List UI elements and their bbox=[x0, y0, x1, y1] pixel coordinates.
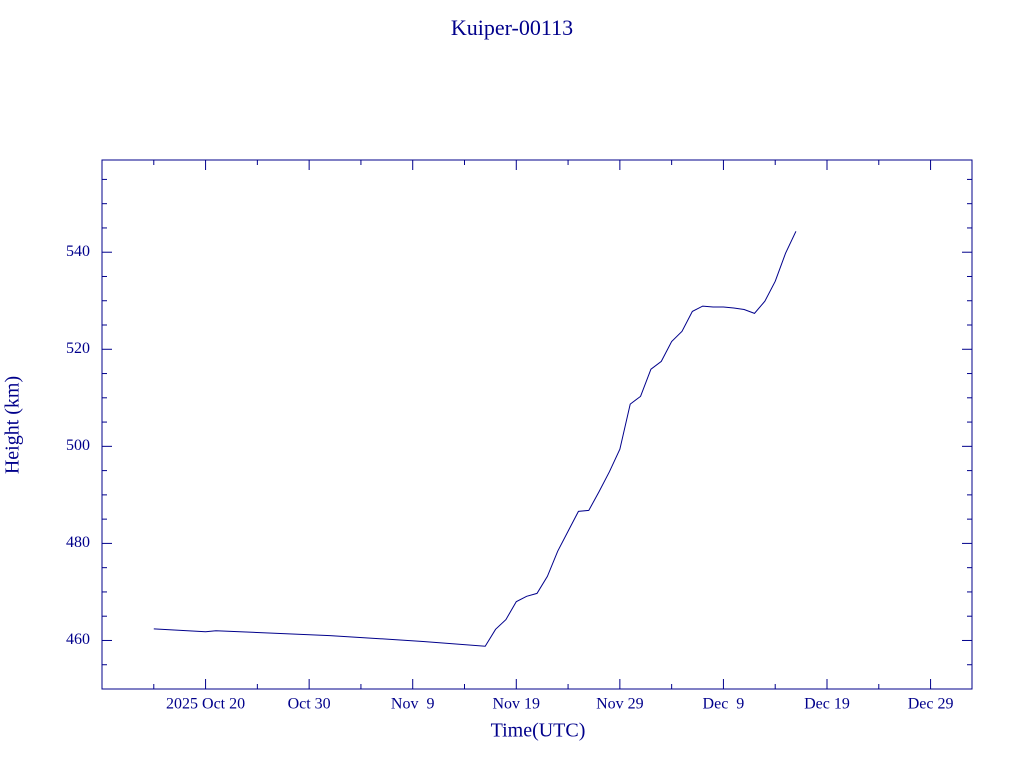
x-tick-label: Dec 9 bbox=[703, 696, 745, 713]
y-tick-label: 520 bbox=[66, 340, 90, 357]
y-tick-label: 480 bbox=[66, 534, 90, 551]
y-tick-label: 540 bbox=[66, 243, 90, 260]
chart-title: Kuiper-00113 bbox=[451, 15, 573, 40]
x-tick-label: Nov 9 bbox=[391, 696, 435, 713]
y-axis-label: Height (km) bbox=[2, 376, 24, 474]
y-tick-label: 460 bbox=[66, 631, 90, 648]
x-tick-label: Nov 29 bbox=[596, 696, 644, 713]
x-axis-label: Time(UTC) bbox=[491, 720, 586, 742]
x-tick-label: 2025 Oct 20 bbox=[166, 696, 245, 713]
x-tick-label: Oct 30 bbox=[288, 696, 331, 713]
x-tick-label: Nov 19 bbox=[493, 696, 541, 713]
x-tick-label: Dec 19 bbox=[804, 696, 850, 713]
y-tick-label: 500 bbox=[66, 437, 90, 454]
data-line bbox=[153, 231, 797, 647]
x-tick-label: Dec 29 bbox=[908, 696, 954, 713]
plot-frame bbox=[101, 159, 973, 690]
